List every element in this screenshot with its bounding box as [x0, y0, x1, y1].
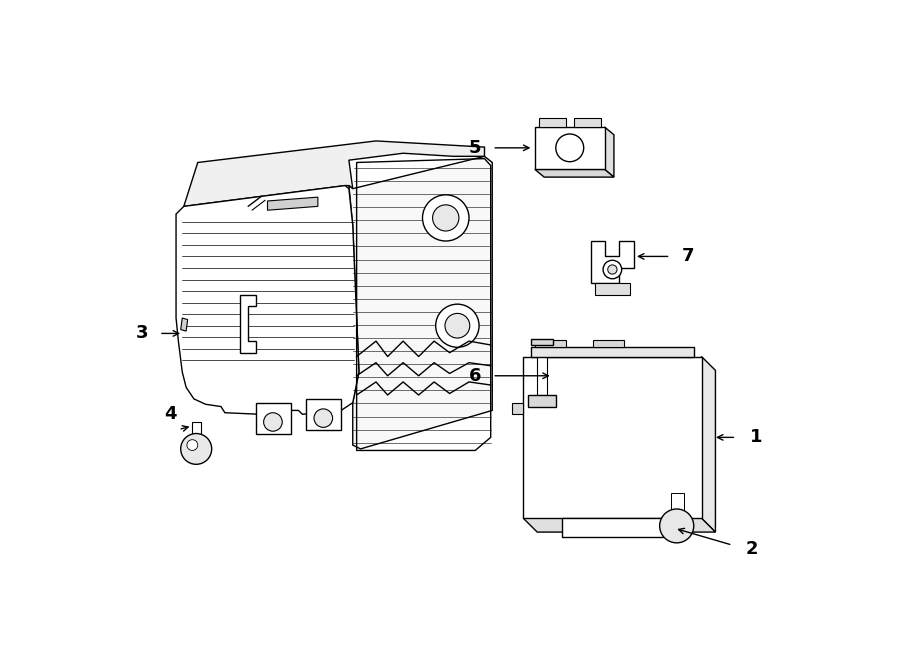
Polygon shape [605, 127, 614, 177]
Polygon shape [535, 340, 566, 347]
Polygon shape [511, 403, 523, 414]
Polygon shape [670, 493, 685, 526]
Polygon shape [176, 186, 359, 414]
Polygon shape [306, 399, 341, 430]
Polygon shape [240, 295, 256, 353]
Text: 3: 3 [136, 325, 149, 342]
Polygon shape [591, 241, 634, 284]
Text: 7: 7 [681, 247, 694, 266]
Text: 4: 4 [165, 405, 177, 423]
Polygon shape [531, 347, 694, 356]
Polygon shape [523, 356, 701, 518]
Polygon shape [701, 356, 716, 532]
Circle shape [264, 412, 283, 431]
Text: 1: 1 [750, 428, 762, 446]
Circle shape [433, 205, 459, 231]
Polygon shape [192, 422, 201, 449]
Circle shape [422, 195, 469, 241]
Polygon shape [256, 403, 291, 434]
Polygon shape [531, 339, 553, 345]
Polygon shape [539, 118, 566, 127]
Text: 2: 2 [745, 540, 758, 558]
Polygon shape [523, 518, 716, 532]
Polygon shape [184, 141, 484, 206]
Circle shape [556, 134, 584, 162]
Circle shape [436, 304, 479, 347]
Polygon shape [535, 169, 614, 177]
Polygon shape [349, 156, 492, 449]
Circle shape [314, 409, 333, 428]
Polygon shape [573, 118, 601, 127]
Polygon shape [181, 318, 188, 331]
Polygon shape [535, 127, 605, 169]
Polygon shape [562, 518, 662, 537]
Text: 6: 6 [469, 367, 482, 385]
Polygon shape [528, 395, 556, 407]
Circle shape [608, 265, 617, 274]
Polygon shape [595, 284, 630, 295]
Circle shape [445, 313, 470, 338]
Text: 5: 5 [469, 139, 482, 157]
Polygon shape [593, 340, 624, 347]
Circle shape [187, 440, 198, 450]
Polygon shape [267, 197, 318, 210]
Polygon shape [537, 345, 546, 395]
Circle shape [181, 434, 211, 464]
Circle shape [660, 509, 694, 543]
Circle shape [603, 260, 622, 279]
